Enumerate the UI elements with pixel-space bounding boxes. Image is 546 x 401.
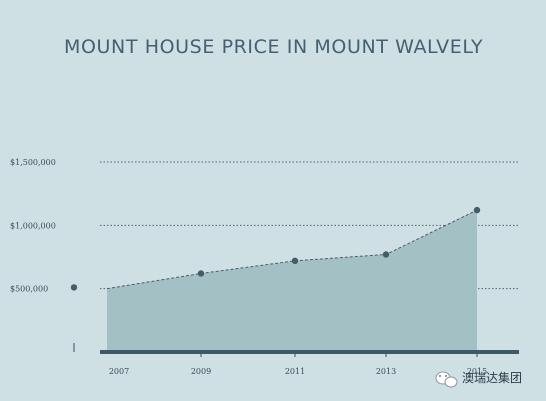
data-point [473, 206, 481, 214]
area-layer [106, 209, 478, 352]
data-point [382, 251, 390, 258]
y-tick-labels: $500,000 $1,000,000 $1,500,000 [10, 158, 56, 294]
chart-title: MOUNT HOUSE PRICE IN MOUNT WALVELY [64, 36, 484, 58]
y-tick-label: $500,000 [10, 285, 48, 294]
x-tick-label: 2015 [467, 367, 487, 376]
wechat-icon [435, 371, 458, 388]
outlier-point [70, 284, 78, 291]
x-tick-label: 2013 [376, 367, 396, 376]
x-tick-label: 2007 [109, 367, 129, 376]
x-axis [73, 343, 519, 357]
x-tick-label: 2011 [285, 367, 305, 376]
watermark: 澳瑞达集团 [435, 370, 522, 388]
x-tick-labels: 2007 2009 2011 2013 2015 [109, 367, 487, 376]
x-tick-label: 2009 [191, 367, 211, 376]
y-tick-label: $1,000,000 [10, 221, 56, 230]
x-axis-line [100, 350, 519, 354]
data-point [291, 257, 299, 264]
area-fill [107, 210, 477, 352]
y-tick-label: $1,500,000 [10, 158, 56, 167]
data-point [197, 270, 205, 277]
watermark-text: 澳瑞达集团 [462, 370, 522, 385]
data-points [70, 206, 481, 291]
